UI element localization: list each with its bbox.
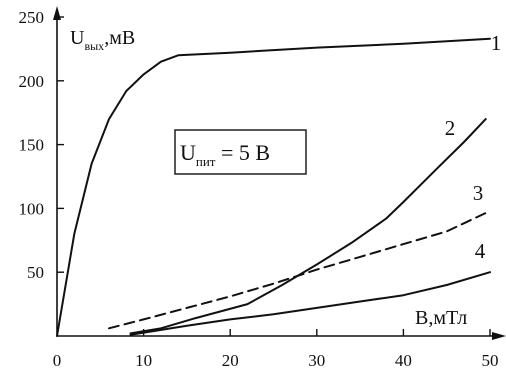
series-label-3: 3 (473, 181, 484, 205)
x-tick-label: 0 (53, 351, 62, 370)
supply-voltage-annotation: Uпит = 5 В (174, 129, 307, 175)
y-axis-arrow (53, 6, 61, 20)
series-labels: 1 2 3 4 (445, 31, 502, 263)
y-tick-label: 50 (27, 263, 44, 282)
x-tick-label: 20 (222, 351, 239, 370)
series-line-3 (108, 210, 491, 330)
x-tick-label: 40 (395, 351, 412, 370)
axes (53, 6, 506, 340)
y-tick-label: 250 (19, 8, 45, 27)
series-lines (56, 37, 491, 337)
x-tick-label: 10 (135, 351, 152, 370)
series-line-4 (129, 271, 491, 336)
annotation-box (174, 129, 307, 175)
y-tick-label: 200 (19, 72, 45, 91)
annotation-text: Uпит = 5 В (180, 140, 270, 169)
x-axis-arrow (492, 332, 506, 340)
y-tick-label: 100 (19, 199, 45, 218)
series-label-2: 2 (445, 116, 456, 140)
ticks: 0 10 20 30 40 50 50 100 150 200 250 (19, 8, 499, 370)
x-tick-label: 30 (308, 351, 325, 370)
series-label-4: 4 (475, 239, 486, 263)
y-tick-label: 150 (19, 136, 45, 155)
y-axis-title: Uвых,мВ (70, 27, 135, 53)
x-tick-label: 50 (482, 351, 499, 370)
series-line-1 (56, 37, 491, 337)
series-line-2 (129, 118, 487, 335)
series-label-1: 1 (491, 31, 502, 55)
x-axis-title: B,мТл (415, 307, 467, 329)
